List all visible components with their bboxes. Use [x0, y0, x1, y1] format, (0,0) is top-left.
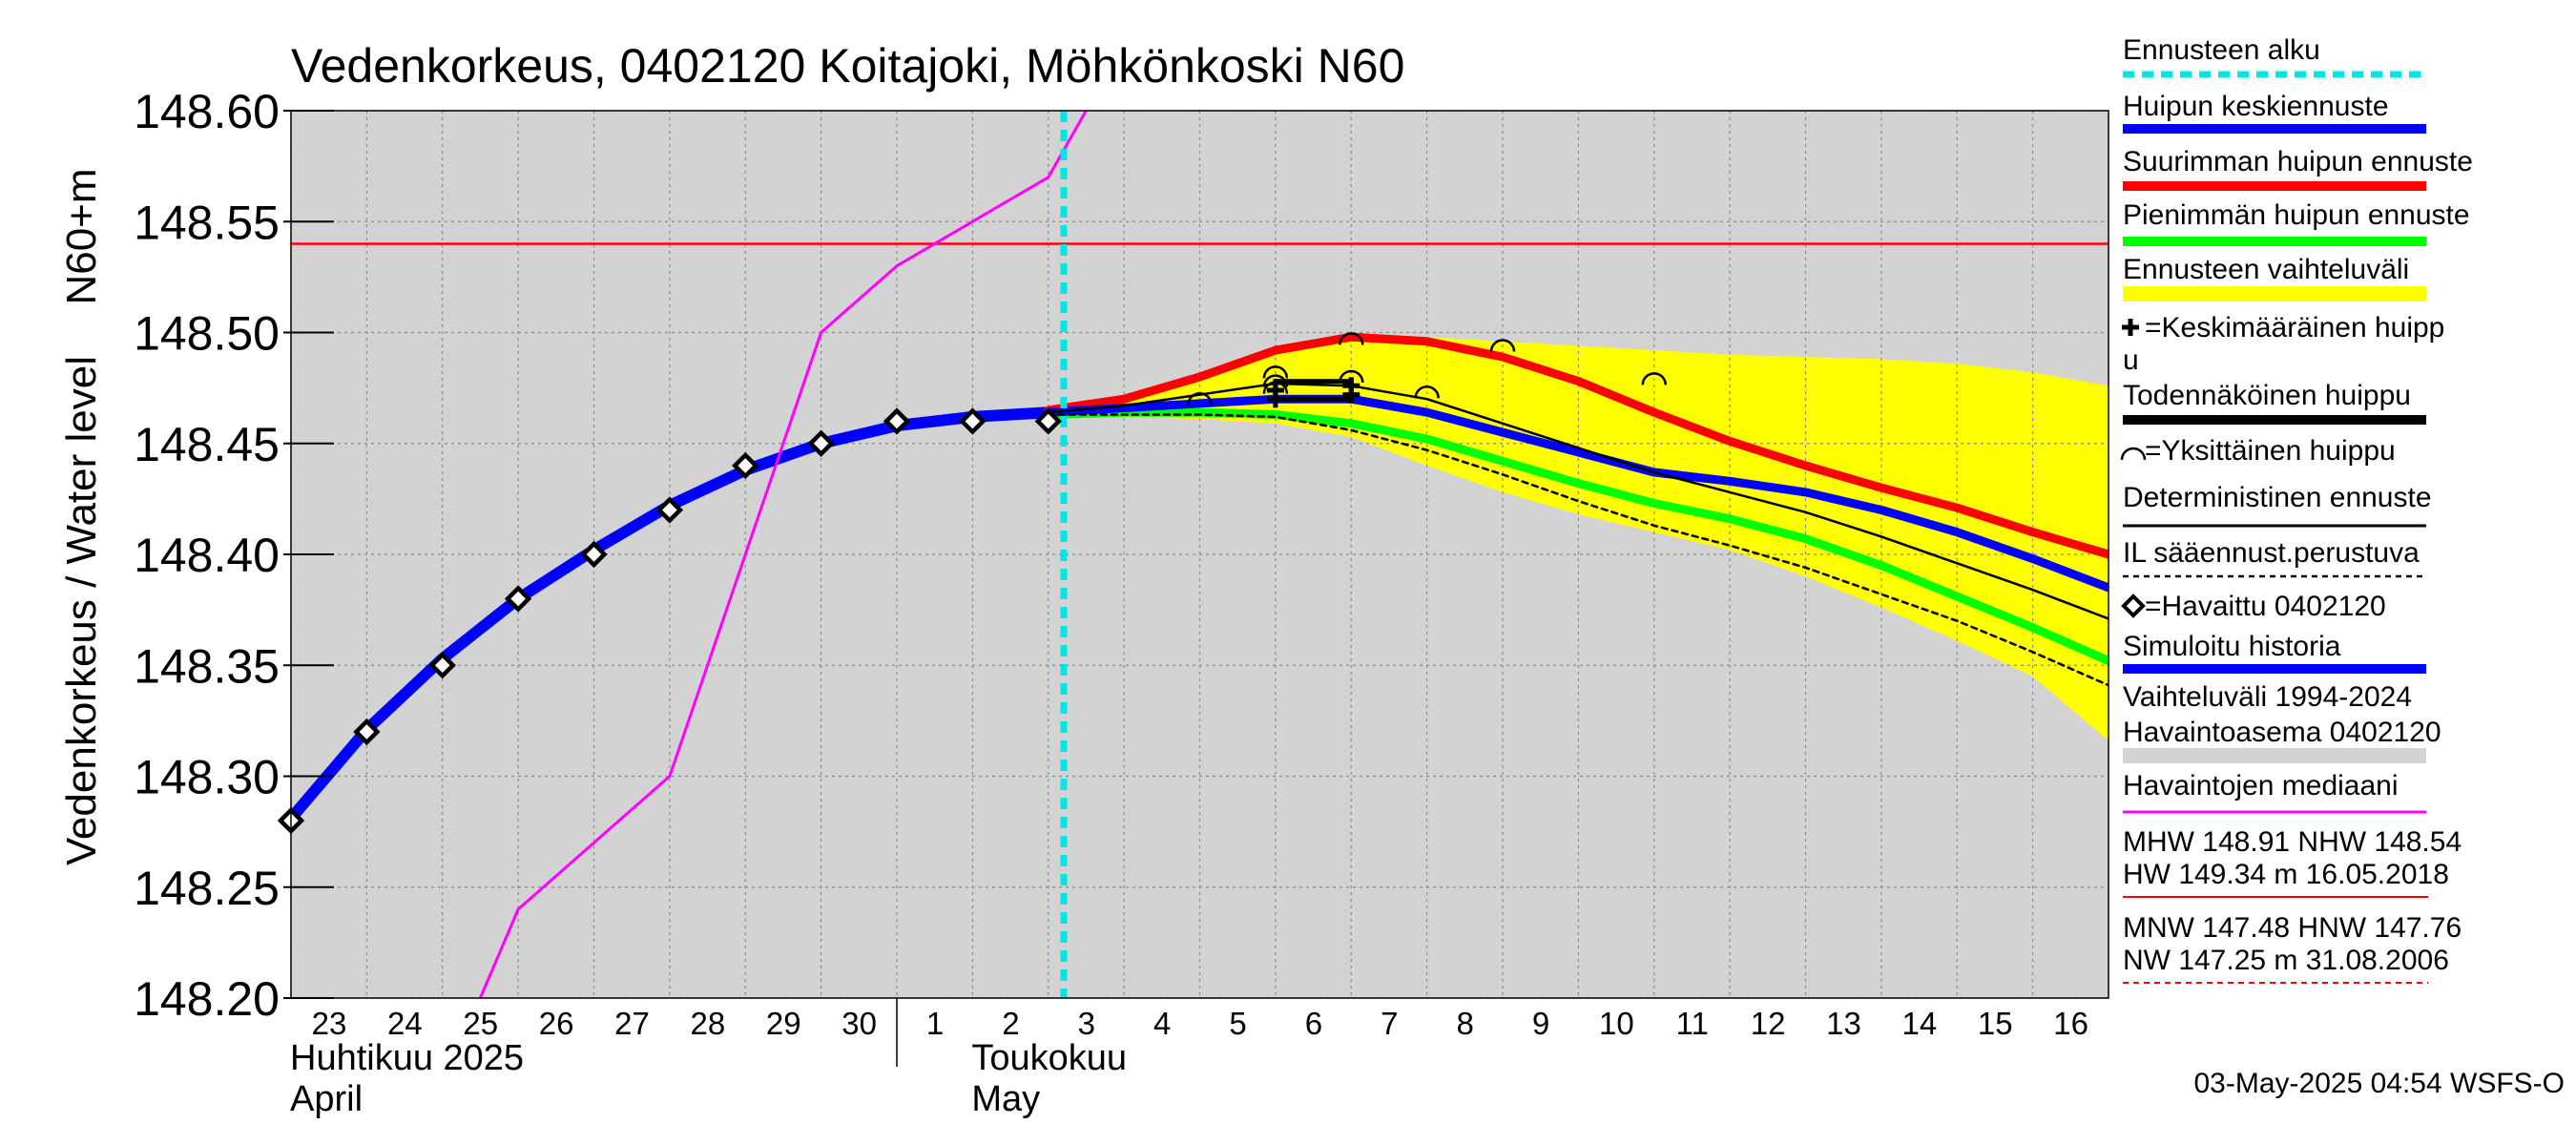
observed-point	[959, 407, 987, 435]
x-tick-label: 6	[1305, 1006, 1322, 1041]
legend-item-label: Vaihteluväli 1994-2024	[2123, 681, 2412, 713]
x-tick-label: 30	[841, 1006, 877, 1041]
observed-point	[353, 718, 381, 746]
y-tick-label: 148.25	[134, 862, 280, 915]
x-tick-label: 25	[463, 1006, 498, 1041]
legend-arc-icon	[2120, 447, 2147, 461]
y-tick-label: 148.20	[134, 972, 280, 1026]
mean-peak-mark	[1342, 385, 1361, 404]
y-tick-label: 148.55	[134, 196, 280, 249]
legend-item-label: Suurimman huipun ennuste	[2123, 146, 2473, 177]
legend-item-label: Ennusteen vaihteluväli	[2123, 254, 2409, 285]
x-tick-label: 2	[1002, 1006, 1019, 1041]
individual-peak-mark	[1262, 365, 1289, 379]
legend-item-label: Havaintojen mediaani	[2123, 770, 2399, 802]
individual-peak-mark	[1339, 369, 1364, 384]
y-tick-label: 148.35	[134, 639, 280, 693]
legend-item-label: u	[2123, 344, 2139, 376]
legend-item-label: =Yksittäinen huippu	[2145, 435, 2396, 467]
individual-peak-mark	[1489, 339, 1516, 352]
x-tick-label: 4	[1153, 1006, 1171, 1041]
mean-peak-mark	[1266, 381, 1284, 399]
legend-item-label: =Keskimääräinen huipp	[2145, 312, 2444, 344]
legend: Ennusteen alku Huipun keskiennuste Suurimm…	[2120, 34, 2473, 814]
stats-line-1: MHW 148.91 NHW 148.54	[2123, 826, 2462, 858]
legend-item-label: IL sääennust.perustuva	[2123, 537, 2420, 569]
month-label-fi: Huhtikuu 2025	[290, 1038, 524, 1078]
stats-line-3: MNW 147.48 HNW 147.76	[2123, 912, 2462, 944]
observed-point	[504, 585, 532, 613]
x-tick-label: 14	[1902, 1006, 1938, 1041]
legend-item-label: Huipun keskiennuste	[2123, 91, 2389, 122]
x-tick-label: 15	[1978, 1006, 2013, 1041]
observed-point	[732, 451, 759, 480]
x-tick-label: 11	[1676, 1006, 1709, 1041]
y-tick-label: 148.30	[134, 751, 280, 804]
stats-block: MHW 148.91 NHW 148.54 HW 149.34 m 16.05.…	[2123, 826, 2462, 984]
month-label-en: April	[290, 1079, 363, 1119]
individual-peak-mark	[1262, 374, 1289, 387]
x-tick-label: 23	[312, 1006, 347, 1041]
y-tick-label: 148.60	[134, 85, 280, 138]
x-tick-label: 12	[1751, 1006, 1786, 1041]
individual-peak-mark	[1187, 392, 1213, 406]
legend-swatch	[2123, 748, 2426, 763]
x-tick-label: 3	[1078, 1006, 1095, 1041]
legend-swatch	[2123, 286, 2426, 302]
observed-point	[1034, 407, 1062, 435]
x-tick-label: 10	[1599, 1006, 1634, 1041]
legend-item-label: Simuloitu historia	[2123, 631, 2341, 662]
series-mean	[1044, 394, 2109, 593]
month-label-fi: Toukokuu	[971, 1038, 1127, 1078]
series-min	[1044, 407, 2109, 666]
observed-point	[655, 496, 684, 524]
legend-cross-icon	[2122, 319, 2139, 336]
legend-diamond-icon	[2121, 593, 2146, 618]
x-tick-label: 27	[614, 1006, 650, 1041]
legend-item-label: Deterministinen ennuste	[2123, 482, 2432, 513]
series-deterministic	[1047, 382, 2109, 620]
y-axis-label: Vedenkorkeus / Water level	[58, 356, 105, 865]
observed-point	[807, 429, 835, 457]
stats-line-2: HW 149.34 m 16.05.2018	[2123, 859, 2449, 890]
observed-point	[580, 540, 608, 569]
axis-layer: 148.20 148.25 148.30 148.35 148.40 148.45 148.…	[134, 85, 2088, 1119]
x-tick-label: 29	[766, 1006, 801, 1041]
legend-item-label: Havaintoasema 0402120	[2123, 717, 2441, 748]
individual-peak-mark	[1414, 385, 1440, 399]
observed-point	[428, 652, 456, 679]
series-il	[1047, 413, 2109, 687]
legend-item-label: Ennusteen alku	[2123, 34, 2320, 66]
y-axis-unit: N60+m	[58, 168, 105, 304]
legend-item-label: Todennäköinen huippu	[2123, 380, 2411, 411]
observed-point	[883, 407, 911, 435]
x-tick-label: 7	[1381, 1006, 1398, 1041]
legend-item-label: Pienimmän huipun ennuste	[2123, 199, 2470, 231]
individual-peak-mark	[1339, 332, 1364, 345]
y-tick-label: 148.45	[134, 418, 280, 471]
x-tick-label: 13	[1826, 1006, 1861, 1041]
y-tick-label: 148.40	[134, 529, 280, 582]
series-max	[1044, 332, 2109, 559]
footer-timestamp: 03-May-2025 04:54 WSFS-O	[2194, 1068, 2566, 1099]
individual-peak-mark	[1641, 372, 1667, 385]
chart-title: Vedenkorkeus, 0402120 Koitajoki, Möhkönk…	[291, 39, 1404, 93]
stats-line-4: NW 147.25 m 31.08.2006	[2123, 945, 2449, 976]
forecast-band-layer	[1048, 334, 2109, 741]
x-tick-label: 9	[1532, 1006, 1549, 1041]
month-label-en: May	[971, 1079, 1040, 1119]
x-tick-label: 24	[387, 1006, 423, 1041]
marker-layer	[277, 332, 1667, 835]
y-tick-label: 148.50	[134, 307, 280, 361]
x-tick-label: 16	[2053, 1006, 2088, 1041]
series-median	[478, 111, 1088, 998]
legend-item-label: =Havaittu 0402120	[2145, 591, 2386, 622]
x-tick-label: 1	[926, 1006, 944, 1041]
x-tick-label: 5	[1229, 1006, 1246, 1041]
x-tick-label: 26	[539, 1006, 574, 1041]
forecast-band	[1048, 334, 2109, 741]
x-tick-label: 28	[691, 1006, 726, 1041]
x-tick-label: 8	[1456, 1006, 1473, 1041]
